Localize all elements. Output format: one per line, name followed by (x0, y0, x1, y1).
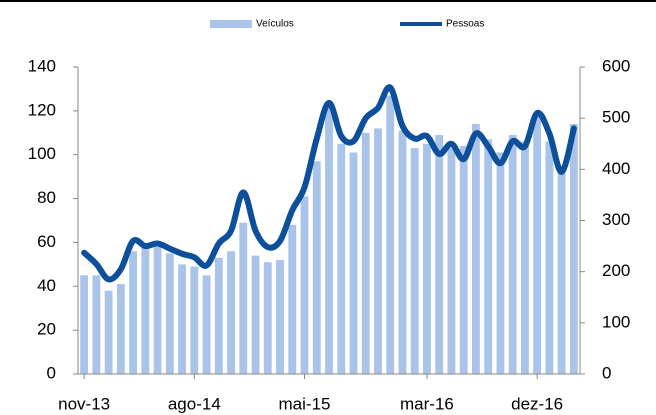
bar (116, 284, 125, 374)
y-tick-label: 100 (28, 144, 56, 163)
bar (472, 124, 480, 374)
y-tick-label: 140 (28, 56, 56, 75)
bar (141, 246, 150, 374)
y2-tick-label: 0 (602, 363, 611, 382)
bar (484, 139, 493, 374)
bar (459, 145, 468, 374)
y2-tick-label: 500 (602, 108, 630, 127)
bar (251, 255, 260, 374)
bar (178, 264, 186, 374)
bar (410, 148, 419, 374)
bar (263, 262, 272, 374)
y2-tick-label: 100 (602, 312, 630, 331)
y-tick-label: 120 (28, 100, 56, 119)
bar (214, 257, 223, 374)
y2-tick-label: 400 (602, 159, 630, 178)
y2-tick-label: 200 (602, 261, 630, 280)
legend-swatch (210, 20, 252, 28)
bar (533, 115, 542, 374)
bar (325, 106, 333, 374)
bar (361, 132, 370, 374)
bar (153, 246, 162, 374)
y-tick-label: 0 (47, 363, 56, 382)
legend-label: Pessoas (446, 19, 484, 30)
line (81, 84, 577, 283)
y2-tick-label: 600 (602, 56, 630, 75)
bar (227, 251, 235, 374)
bar (80, 275, 89, 374)
bar (276, 259, 284, 374)
bar (337, 143, 346, 374)
bar (129, 251, 138, 374)
y-tick-label: 60 (37, 232, 56, 251)
x-tick-label: dez-16 (511, 394, 563, 413)
y-tick-label: 80 (37, 188, 56, 207)
legend-label: Veículos (256, 19, 294, 30)
x-tick-label: nov-13 (58, 394, 110, 413)
bar (190, 266, 199, 374)
bar (92, 275, 101, 374)
y-tick-label: 20 (37, 320, 56, 339)
bar (447, 148, 456, 374)
x-tick-label: ago-14 (168, 394, 221, 413)
bar (398, 130, 407, 374)
x-tick-label: mar-16 (400, 394, 454, 413)
bar (557, 172, 566, 374)
bar (520, 141, 529, 374)
bar (545, 141, 554, 374)
y-tick-label: 40 (37, 276, 56, 295)
bar (104, 290, 113, 374)
x-tick-label: mai-15 (279, 394, 331, 413)
bar (349, 152, 358, 374)
bar (288, 224, 297, 374)
bar (569, 124, 578, 374)
bar (374, 128, 382, 374)
bar (435, 134, 444, 374)
bar (239, 222, 248, 374)
bar (165, 253, 174, 374)
bar (508, 134, 517, 374)
bar (423, 143, 431, 374)
bar (386, 95, 395, 374)
bar (300, 196, 309, 374)
bar (496, 152, 505, 374)
y2-tick-label: 300 (602, 210, 630, 229)
bar (202, 275, 211, 374)
bar (312, 161, 321, 374)
